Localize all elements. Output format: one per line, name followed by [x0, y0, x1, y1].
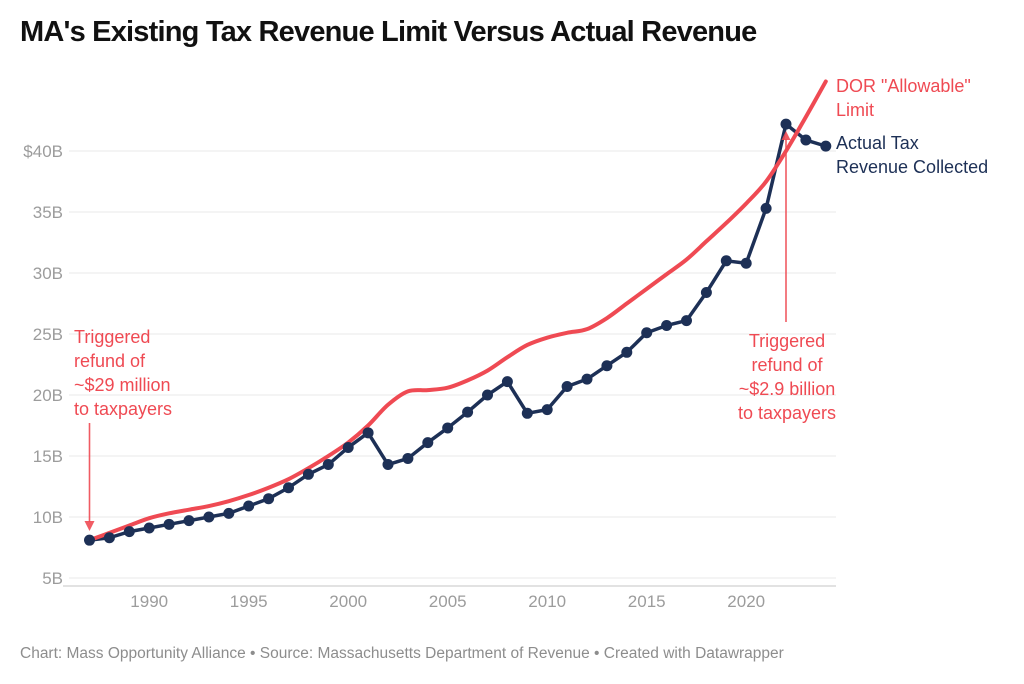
- actual-point[interactable]: [641, 327, 653, 339]
- actual-point[interactable]: [263, 493, 275, 505]
- actual-point[interactable]: [123, 526, 135, 538]
- actual-point[interactable]: [521, 407, 533, 419]
- refund-1987-arrowhead: [84, 521, 95, 531]
- actual-point[interactable]: [163, 518, 175, 530]
- actual-point[interactable]: [700, 287, 712, 299]
- legend-label-limit: DOR "Allowable" Limit: [836, 76, 971, 120]
- actual-point[interactable]: [143, 522, 155, 534]
- y-axis-label: 35B: [33, 203, 63, 222]
- y-axis-label: 5B: [42, 569, 63, 588]
- actual-point[interactable]: [780, 118, 792, 130]
- y-axis-label: 10B: [33, 508, 63, 527]
- x-axis-label: 2015: [628, 592, 666, 611]
- actual-point[interactable]: [561, 380, 573, 392]
- actual-point[interactable]: [581, 373, 593, 385]
- actual-point[interactable]: [223, 507, 235, 519]
- actual-point[interactable]: [760, 202, 772, 214]
- x-axis-label: 2010: [528, 592, 566, 611]
- actual-point[interactable]: [820, 140, 832, 152]
- actual-point[interactable]: [681, 315, 692, 327]
- actual-point[interactable]: [103, 532, 115, 544]
- x-axis-label: 1990: [130, 592, 168, 611]
- actual-point[interactable]: [283, 482, 294, 494]
- actual-point[interactable]: [203, 511, 215, 523]
- refund-2022-arrowhead: [781, 131, 791, 140]
- y-axis-label: 20B: [33, 386, 63, 405]
- actual-point[interactable]: [482, 389, 493, 401]
- actual-point[interactable]: [183, 515, 195, 527]
- actual-point[interactable]: [302, 468, 314, 480]
- x-axis-label: 2000: [329, 592, 367, 611]
- annotation-refund-1987: Triggered refund of ~$29 million to taxp…: [74, 327, 173, 419]
- actual-point[interactable]: [422, 437, 434, 449]
- actual-point[interactable]: [442, 422, 454, 434]
- actual-point[interactable]: [342, 441, 354, 453]
- actual-point[interactable]: [462, 406, 474, 418]
- annotation-refund-2022: Triggered refund of ~$2.9 billion to tax…: [737, 331, 837, 423]
- actual-point[interactable]: [322, 459, 334, 471]
- y-axis-label: 30B: [33, 264, 63, 283]
- y-axis-label: $40B: [23, 142, 63, 161]
- actual-point[interactable]: [661, 319, 673, 331]
- actual-point[interactable]: [382, 459, 394, 471]
- actual-point[interactable]: [541, 404, 553, 416]
- actual-point[interactable]: [800, 134, 812, 146]
- actual-point[interactable]: [84, 534, 95, 546]
- chart-title: MA's Existing Tax Revenue Limit Versus A…: [20, 16, 757, 48]
- x-axis-label: 1995: [230, 592, 268, 611]
- actual-point[interactable]: [621, 346, 633, 358]
- y-axis-label: 15B: [33, 447, 63, 466]
- actual-point[interactable]: [501, 376, 513, 388]
- actual-point[interactable]: [720, 255, 732, 267]
- x-axis-label: 2020: [727, 592, 765, 611]
- actual-point[interactable]: [243, 500, 255, 512]
- limit-line: [87, 79, 828, 543]
- x-axis-label: 2005: [429, 592, 467, 611]
- actual-point[interactable]: [402, 452, 414, 464]
- actual-point[interactable]: [740, 257, 752, 269]
- legend-label-actual: Actual Tax Revenue Collected: [836, 133, 989, 177]
- chart-footer: Chart: Mass Opportunity Alliance • Sourc…: [20, 645, 784, 662]
- actual-point[interactable]: [601, 360, 613, 372]
- y-axis-label: 25B: [33, 325, 63, 344]
- actual-point[interactable]: [362, 427, 374, 439]
